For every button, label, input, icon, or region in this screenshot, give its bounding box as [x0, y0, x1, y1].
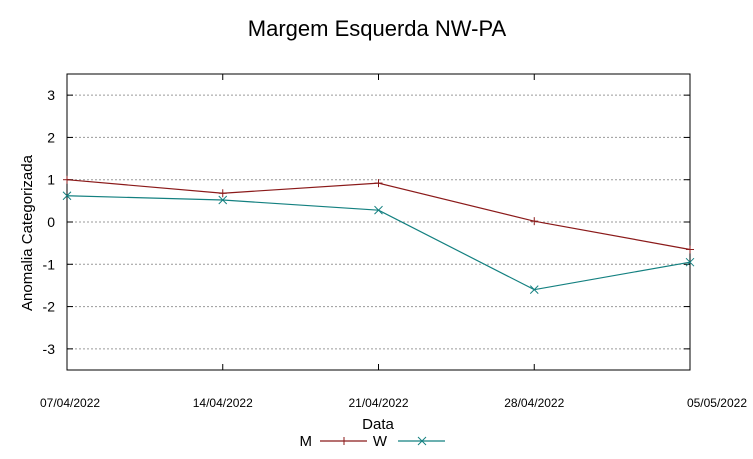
data-point-M	[530, 217, 539, 226]
marker-stroke	[218, 195, 228, 205]
marker-stroke	[417, 436, 427, 446]
legend-label-W: W	[373, 433, 388, 450]
data-point-W	[374, 205, 383, 215]
x-axis-label: Data	[362, 416, 394, 433]
data-point-M	[63, 175, 71, 184]
y-tick-label: 1	[47, 172, 55, 188]
marker-stroke	[374, 205, 383, 215]
legend-marker-W	[417, 436, 427, 446]
data-point-W	[218, 195, 228, 205]
chart-title: Margem Esquerda NW-PA	[248, 16, 507, 41]
series-line-M	[66, 179, 691, 251]
marker-stroke	[685, 257, 695, 267]
x-tick-label: 14/04/2022	[193, 396, 253, 410]
series-group	[62, 175, 695, 295]
x-tick-label: 21/04/2022	[348, 396, 408, 410]
y-tick-label: -1	[43, 256, 56, 272]
grid-lines	[67, 94, 690, 350]
x-axis-ticks: 07/04/2022 14/04/2022 21/04/2022 28/04/2022…	[40, 74, 747, 410]
marker-stroke	[62, 191, 72, 201]
legend-label-M: M	[300, 433, 313, 450]
data-point-W	[62, 191, 72, 201]
marker-stroke	[529, 285, 539, 295]
y-tick-label: 3	[47, 87, 55, 103]
data-point-W	[529, 285, 539, 295]
x-tick-label: 28/04/2022	[504, 396, 564, 410]
x-tick-label: 05/05/2022	[687, 396, 747, 410]
data-point-M	[686, 245, 694, 254]
data-point-M	[218, 189, 227, 198]
y-tick-label: 2	[47, 129, 55, 145]
y-tick-label: 0	[47, 214, 55, 230]
x-tick-label: 07/04/2022	[40, 396, 100, 410]
data-point-M	[374, 179, 383, 188]
y-tick-label: -2	[43, 299, 56, 315]
y-tick-label: -3	[43, 341, 56, 357]
data-point-W	[685, 257, 695, 267]
y-axis-label: Anomalia Categorizada	[19, 154, 36, 311]
y-axis-ticks: 3 2 1 0 -1 -2 -3	[43, 87, 690, 357]
legend-marker-M	[340, 437, 348, 445]
